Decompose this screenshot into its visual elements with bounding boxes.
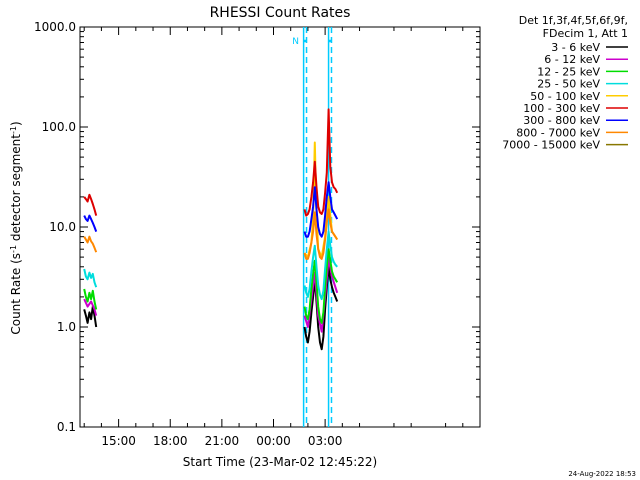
- series-layer: [83, 108, 339, 351]
- legend-header-line-1: Det 1f,3f,4f,5f,6f,9f,: [519, 14, 628, 27]
- series-line: [83, 298, 98, 316]
- x-tick-label: 03:00: [308, 434, 343, 448]
- y-tick-label: 100.0: [42, 120, 76, 134]
- series-line: [303, 230, 338, 301]
- legend-entry-label: 6 - 12 keV: [544, 53, 600, 66]
- series-line: [83, 268, 98, 288]
- series-line: [303, 108, 339, 217]
- y-axis-label-mid: detector segment: [9, 134, 23, 245]
- marker-bar-label: N: [292, 37, 299, 47]
- series-line: [83, 305, 98, 328]
- y-axis-label-suffix: ): [9, 121, 23, 126]
- footer-date: 24-Aug-2022 18:53: [568, 470, 636, 478]
- legend: Det 1f,3f,4f,5f,6f,9f, FDecim 1, Att 1 3…: [502, 14, 628, 152]
- y-axis-label-prefix: Count Rate (s: [9, 253, 23, 335]
- legend-entry-label: 12 - 25 keV: [537, 65, 600, 78]
- legend-entry-label: 800 - 7000 keV: [516, 126, 600, 139]
- legend-entry-label: 300 - 800 keV: [523, 114, 600, 127]
- series-line: [83, 214, 98, 232]
- legend-entry-label: 25 - 50 keV: [537, 78, 600, 91]
- y-axis-label: Count Rate (s-1 detector segment-1): [9, 121, 24, 334]
- legend-header-line-2: FDecim 1, Att 1: [543, 27, 628, 40]
- series-line: [83, 288, 98, 310]
- y-axis-label-sup2: -1: [9, 126, 18, 134]
- series-line: [303, 265, 339, 351]
- legend-entry-label: 100 - 300 keV: [523, 102, 600, 115]
- x-tick-label: 00:00: [256, 434, 291, 448]
- x-axis-label: Start Time (23-Mar-02 12:45:22): [183, 455, 377, 469]
- y-tick-label: 10.0: [49, 220, 76, 234]
- y-tick-label: 1000.0: [34, 20, 76, 34]
- legend-entry-label: 50 - 100 keV: [530, 90, 600, 103]
- legend-entry-label: 3 - 6 keV: [551, 41, 600, 54]
- x-axis: 15:00 18:00 21:00 00:00 03:00: [83, 27, 464, 448]
- series-line: [83, 235, 98, 253]
- series-line: [303, 208, 339, 260]
- x-tick-label: 21:00: [205, 434, 240, 448]
- y-tick-label: 0.1: [57, 420, 76, 434]
- series-line: [303, 248, 339, 324]
- series-line: [83, 193, 98, 216]
- series-line: [303, 181, 339, 238]
- x-tick-label: 15:00: [101, 434, 136, 448]
- y-axis-label-sup1: -1: [9, 245, 18, 253]
- x-tick-label: 18:00: [153, 434, 188, 448]
- legend-entry-label: 7000 - 15000 keV: [502, 139, 600, 152]
- y-tick-label: 1.0: [57, 320, 76, 334]
- chart-title: RHESSI Count Rates: [210, 5, 351, 21]
- y-axis: 1000.0 100.0 10.0 1.0 0.1: [34, 20, 480, 434]
